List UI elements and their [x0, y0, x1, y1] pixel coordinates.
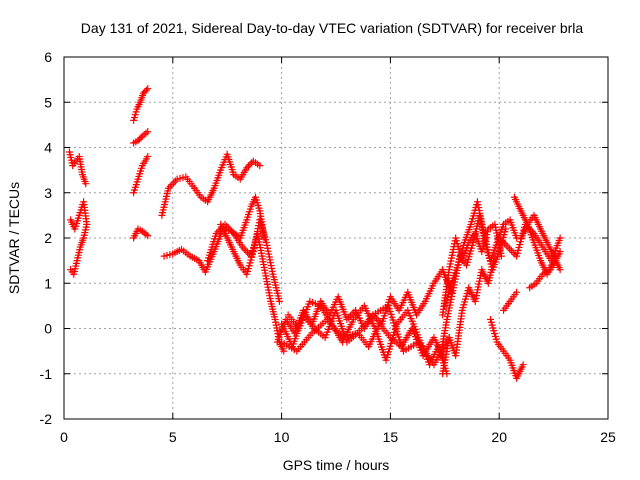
axis-ticks [63, 56, 609, 420]
data-point [168, 181, 176, 189]
y-tick-label: -2 [40, 411, 53, 427]
series-track-8 [158, 150, 264, 219]
data-point [556, 266, 564, 274]
y-tick-label: 4 [44, 140, 52, 156]
series-track-17 [436, 211, 510, 360]
series-track-14 [284, 297, 451, 378]
data-point [552, 252, 560, 260]
y-tick-label: 0 [44, 321, 52, 337]
x-tick-label: 0 [60, 429, 68, 445]
data-point [556, 248, 564, 256]
x-tick-labels: 0 5 10 15 20 25 [60, 429, 616, 445]
data-point [144, 153, 152, 161]
y-tick-label: 2 [44, 230, 52, 246]
chart-title: Day 131 of 2021, Sidereal Day-to-day VTE… [81, 20, 584, 36]
data-point [513, 288, 521, 296]
series-track-3 [67, 220, 91, 278]
data-point [137, 134, 145, 142]
data-point [243, 164, 251, 172]
y-tick-label: 6 [44, 49, 52, 65]
series-track-24 [500, 288, 521, 314]
data-point [275, 297, 283, 305]
data-point [240, 245, 248, 253]
data-point [374, 316, 382, 324]
series-track-23 [526, 252, 560, 292]
data-point [246, 160, 254, 168]
data-point [556, 234, 564, 242]
series-track-19 [439, 252, 499, 378]
data-points [65, 85, 564, 382]
data-point [519, 361, 527, 369]
series-track-4 [130, 85, 152, 124]
data-point [144, 85, 152, 93]
series-track-9 [160, 193, 268, 276]
x-tick-label: 5 [169, 429, 177, 445]
series-track-2 [67, 198, 91, 233]
data-point [506, 245, 514, 253]
data-point [242, 247, 250, 255]
x-axis-label: GPS time / hours [283, 457, 390, 473]
x-tick-label: 10 [274, 429, 290, 445]
data-point [256, 162, 264, 170]
x-tick-label: 25 [600, 429, 616, 445]
series-track-5 [130, 128, 152, 147]
x-tick-label: 15 [383, 429, 399, 445]
data-point [507, 247, 515, 255]
y-tick-label: 1 [44, 275, 52, 291]
data-point [170, 179, 178, 187]
data-point [491, 252, 499, 260]
x-tick-label: 20 [491, 429, 507, 445]
data-point [226, 226, 234, 234]
series-track-7 [130, 225, 152, 242]
series-track-15 [278, 302, 453, 369]
data-point [504, 243, 512, 251]
y-axis-label: SDTVAR / TECUs [6, 182, 22, 294]
data-point [142, 86, 150, 94]
data-point [497, 252, 505, 260]
data-point [348, 310, 356, 318]
data-point [244, 162, 252, 170]
data-point [502, 225, 510, 233]
data-point [82, 180, 90, 188]
data-point [280, 347, 288, 355]
series-track-11 [217, 216, 283, 305]
series-track-18 [439, 220, 505, 319]
data-point [83, 220, 91, 228]
series-track-6 [130, 153, 152, 197]
series-track-10 [204, 220, 288, 355]
y-tick-labels: -2 -1 0 1 2 3 4 5 6 [40, 49, 53, 427]
y-tick-label: 3 [44, 185, 52, 201]
series-track-1 [65, 148, 90, 188]
series-track-25 [486, 315, 527, 382]
data-point [144, 232, 152, 240]
y-tick-label: -1 [40, 366, 53, 382]
data-point [144, 128, 152, 136]
y-tick-label: 5 [44, 94, 52, 110]
